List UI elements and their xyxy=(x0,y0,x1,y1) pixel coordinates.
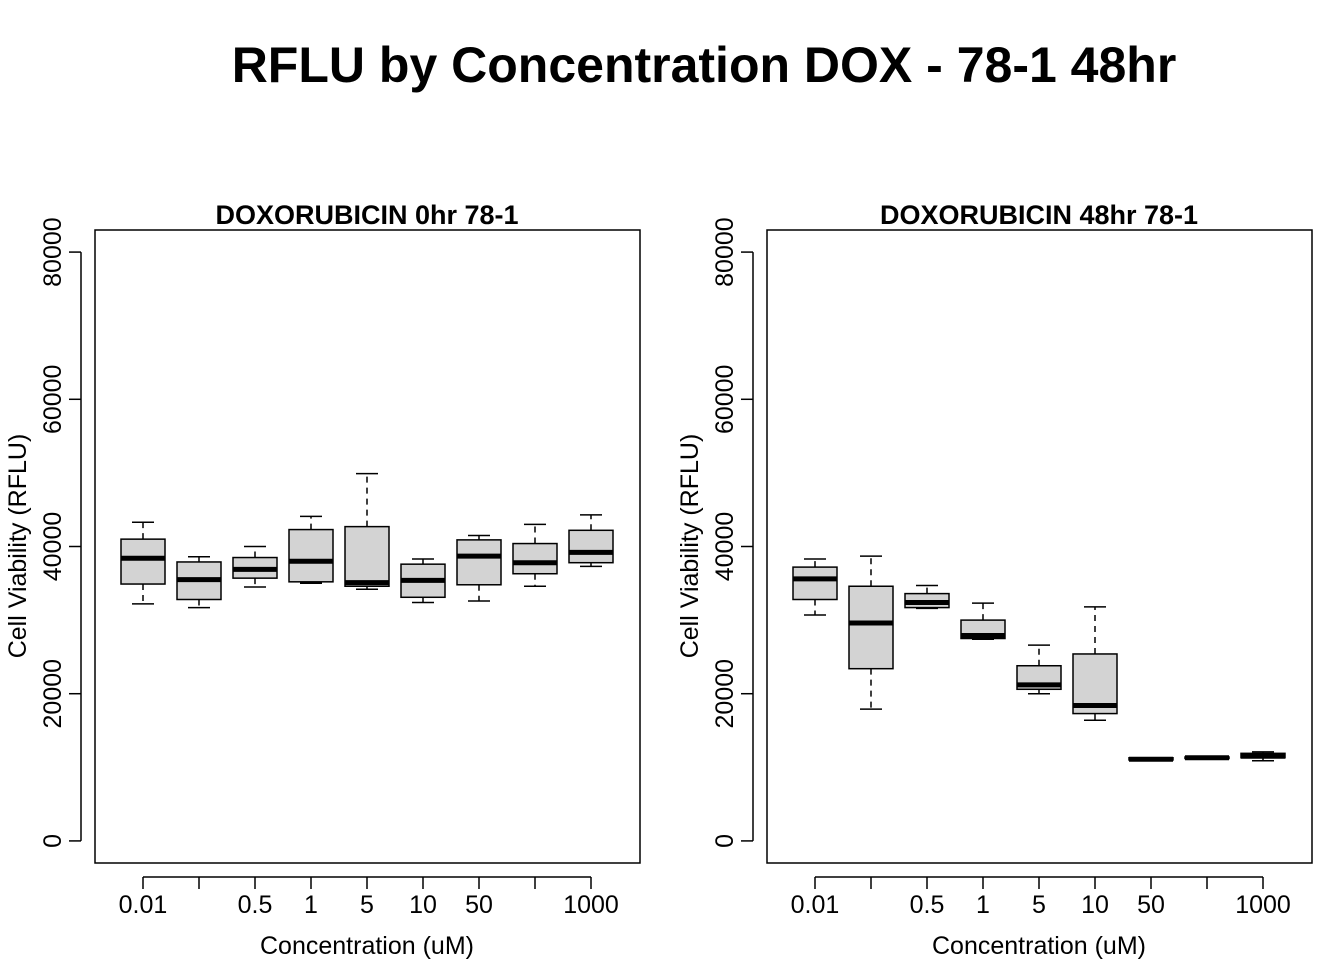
x-tick-label: 50 xyxy=(1137,891,1165,919)
panel-doxorubicin-48hr: DOXORUBICIN 48hr 78-1 0 20000 40000 60000 80… xyxy=(676,200,1313,960)
y-axis-label: Cell Viability (RFLU) xyxy=(4,434,32,659)
x-tick-label: 5 xyxy=(1032,891,1046,919)
x-tick-label: 1 xyxy=(976,891,990,919)
panel-doxorubicin-0hr: DOXORUBICIN 0hr 78-1 0 20000 40000 60000 800… xyxy=(4,200,641,960)
y-tick-label: 20000 xyxy=(39,659,67,729)
box xyxy=(288,528,334,583)
plot-marks: 0 20000 40000 60000 80000 0.01 0.5 1 5 10 50 1000 xyxy=(711,217,1291,919)
x-axis-label: Concentration (uM) xyxy=(932,932,1146,960)
x-tick-label: 1000 xyxy=(563,891,619,919)
y-tick-label: 0 xyxy=(711,834,739,848)
y-axis-label: Cell Viability (RFLU) xyxy=(676,434,704,659)
x-tick-label: 10 xyxy=(409,891,437,919)
y-tick-label: 20000 xyxy=(711,659,739,729)
box xyxy=(848,585,894,670)
box xyxy=(120,538,166,585)
x-tick-label: 10 xyxy=(1081,891,1109,919)
x-tick-label: 0.01 xyxy=(791,891,840,919)
y-tick-label: 40000 xyxy=(711,512,739,582)
x-tick-label: 1000 xyxy=(1235,891,1291,919)
y-tick-label: 80000 xyxy=(39,217,67,287)
box xyxy=(792,566,838,601)
box xyxy=(512,542,558,575)
plot-marks: 0 20000 40000 60000 80000 0.01 0.5 1 5 10 50 1000 xyxy=(39,217,619,919)
box xyxy=(456,539,502,586)
x-tick-label: 50 xyxy=(465,891,493,919)
x-tick-label: 0.5 xyxy=(910,891,945,919)
panel-title: DOXORUBICIN 48hr 78-1 xyxy=(880,200,1198,230)
x-tick-label: 0.01 xyxy=(119,891,168,919)
x-axis-label: Concentration (uM) xyxy=(260,932,474,960)
figure-title: RFLU by Concentration DOX - 78-1 48hr xyxy=(232,37,1177,93)
x-tick-label: 1 xyxy=(304,891,318,919)
box xyxy=(344,525,390,587)
plot-frame xyxy=(766,229,1313,864)
panel-title: DOXORUBICIN 0hr 78-1 xyxy=(215,200,518,230)
y-tick-label: 60000 xyxy=(39,365,67,435)
y-tick-label: 0 xyxy=(39,834,67,848)
y-tick-label: 80000 xyxy=(711,217,739,287)
x-tick-label: 0.5 xyxy=(238,891,273,919)
plot-frame xyxy=(94,229,641,864)
y-tick-label: 40000 xyxy=(39,512,67,582)
box xyxy=(568,529,614,564)
y-tick-label: 60000 xyxy=(711,365,739,435)
x-tick-label: 5 xyxy=(360,891,374,919)
